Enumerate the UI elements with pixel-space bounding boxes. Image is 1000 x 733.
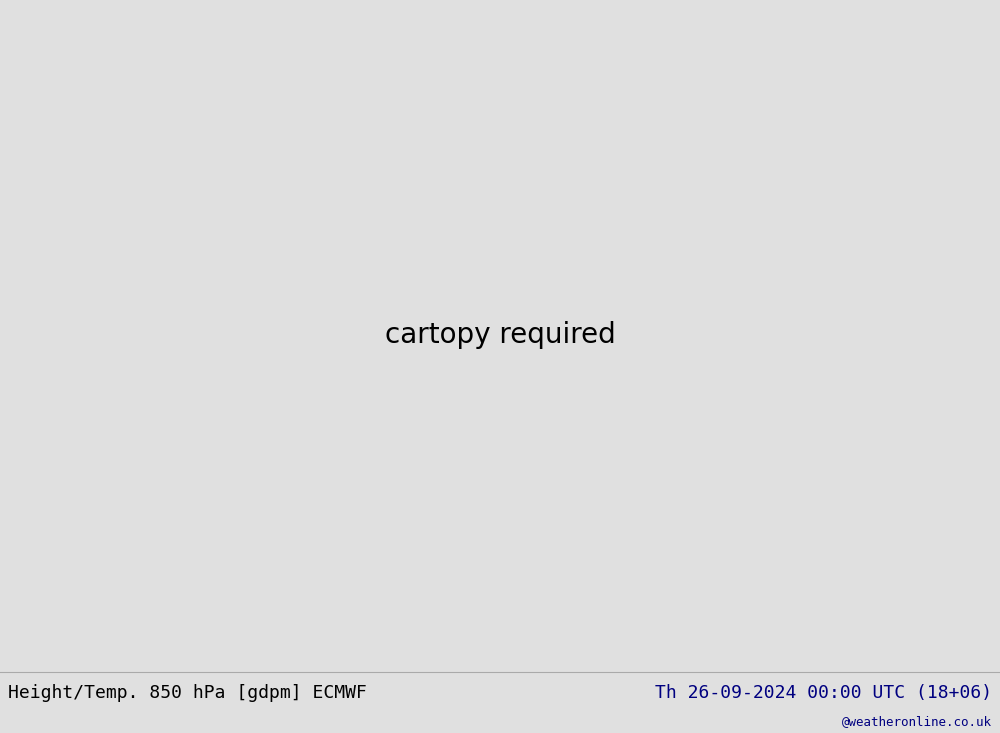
Text: cartopy required: cartopy required [385,321,615,350]
Text: @weatheronline.co.uk: @weatheronline.co.uk [842,715,992,729]
Text: Height/Temp. 850 hPa [gdpm] ECMWF: Height/Temp. 850 hPa [gdpm] ECMWF [8,683,367,701]
Text: Th 26-09-2024 00:00 UTC (18+06): Th 26-09-2024 00:00 UTC (18+06) [655,683,992,701]
